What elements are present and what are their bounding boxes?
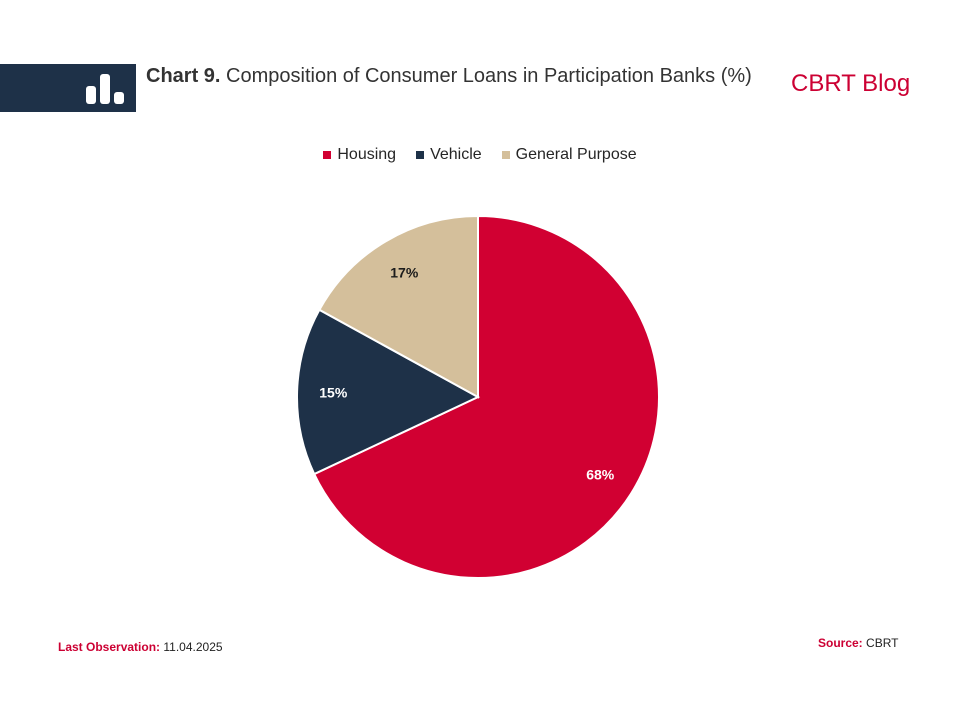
legend-item-vehicle: Vehicle [416,146,482,164]
last-observation-value: 11.04.2025 [163,640,223,654]
chart-title: Chart 9. Composition of Consumer Loans i… [146,63,786,89]
pie-slice-housing [312,214,660,579]
legend-item-general-purpose: General Purpose [501,146,637,164]
slice-value-label: 17% [390,264,419,280]
pie-slice-vehicle [296,308,481,476]
legend-label: Vehicle [430,146,482,163]
chart-number: Chart 9. [146,65,221,87]
legend-label: General Purpose [515,146,637,163]
legend-swatch [323,151,332,159]
bar-chart-icon [86,74,124,104]
brand-label: CBRT Blog [791,70,911,97]
header-band [0,64,136,112]
last-observation: Last Observation: 11.04.2025 [58,640,223,654]
source-label: Source: [818,636,863,650]
legend: Housing Vehicle General Purpose [0,146,960,164]
pie-slice-general-purpose [318,214,479,399]
legend-label: Housing [337,146,397,163]
slice-value-label: 68% [586,467,615,483]
chart-title-text: Composition of Consumer Loans in Partici… [226,65,752,87]
legend-swatch [501,151,510,159]
slice-value-label: 15% [319,384,348,400]
legend-item-housing: Housing [323,146,396,164]
source-value: CBRT [866,636,899,650]
legend-swatch [416,151,425,159]
last-observation-label: Last Observation: [58,640,161,654]
source: Source: CBRT [818,636,898,650]
